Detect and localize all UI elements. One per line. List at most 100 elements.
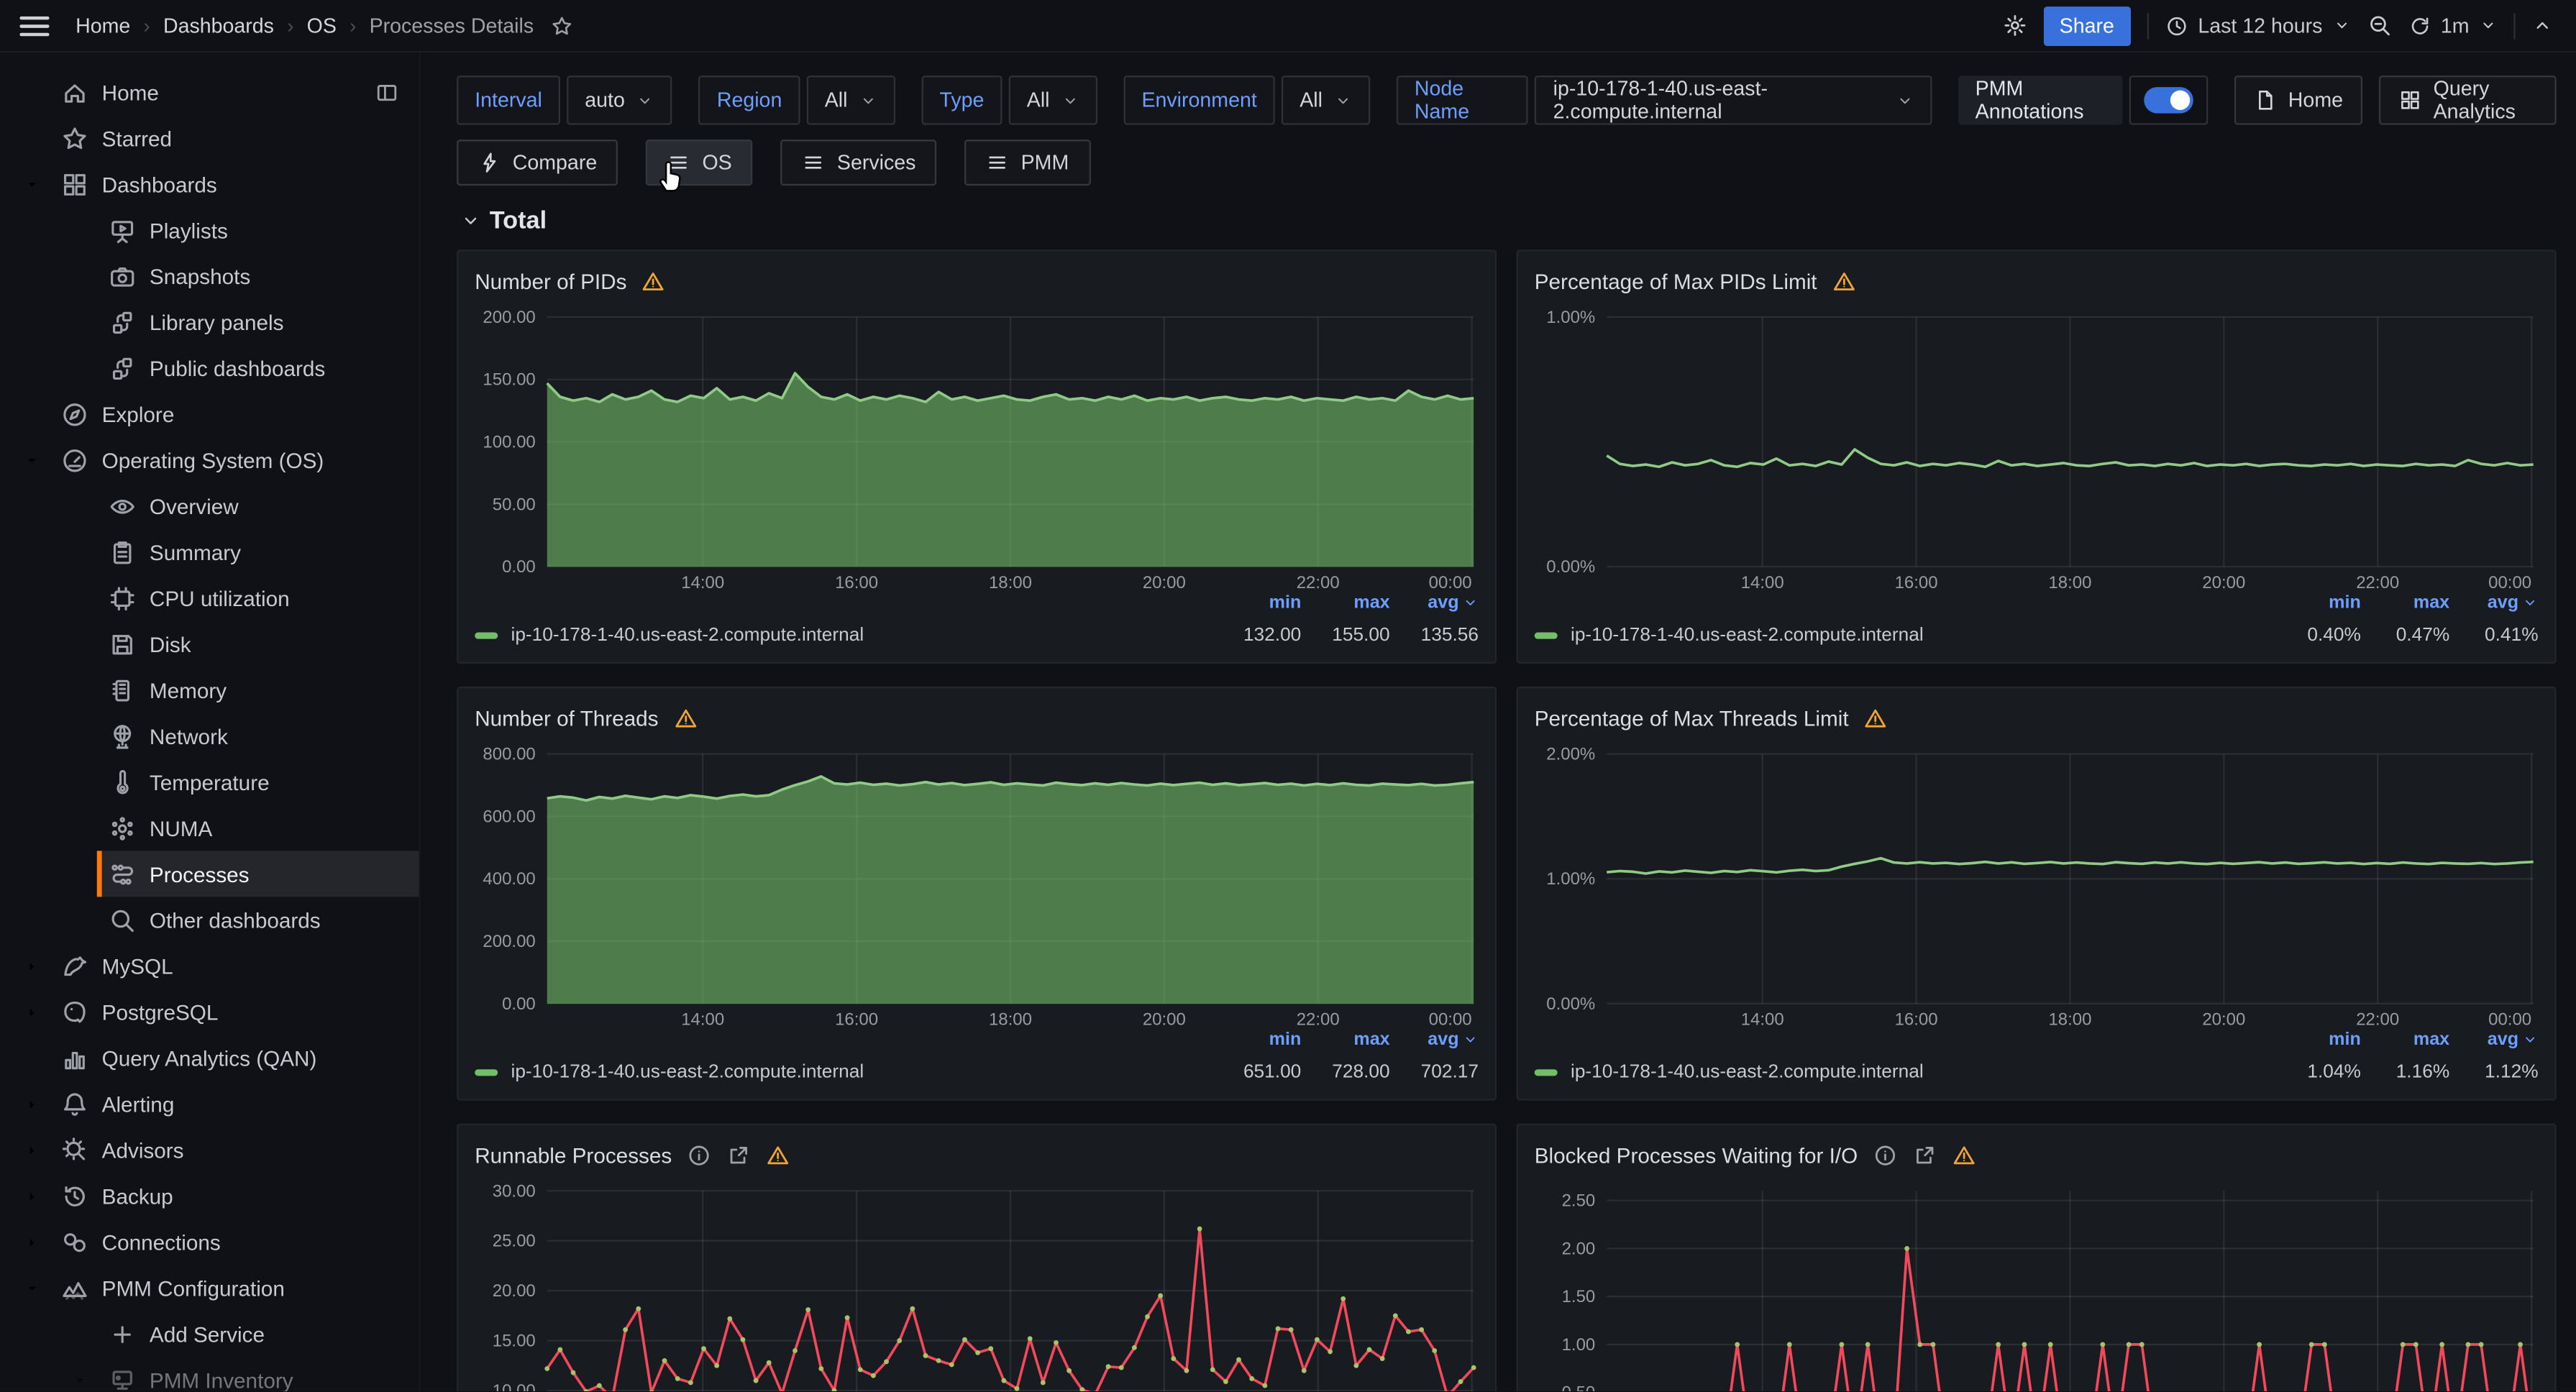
- chart-area[interactable]: 0.00 50.00 100.00 150.00 200.00 14:00 16:00 18:…: [472, 308, 1482, 605]
- sidebar-item-playlists[interactable]: Playlists: [0, 207, 419, 253]
- sidebar-item-library-panels[interactable]: Library panels: [0, 299, 419, 345]
- sidebar-item-temperature[interactable]: Temperature: [0, 759, 419, 805]
- sidebar-item-snapshots[interactable]: Snapshots: [0, 253, 419, 299]
- chevron-right-icon[interactable]: [13, 1003, 49, 1021]
- legend-sort-max[interactable]: max: [1353, 592, 1390, 613]
- chevron-right-icon[interactable]: [13, 1187, 49, 1205]
- query-analytics-button[interactable]: Query Analytics: [2379, 75, 2557, 125]
- sidebar-item-network[interactable]: Network: [0, 713, 419, 759]
- breadcrumb-item-processes-details[interactable]: Processes Details: [369, 14, 534, 37]
- legend-sort-avg[interactable]: avg: [1390, 593, 1479, 613]
- series-name[interactable]: ip-10-178-1-40.us-east-2.compute.interna…: [1570, 1063, 1924, 1083]
- dashboard-settings-gear-icon[interactable]: [2002, 13, 2027, 37]
- info-icon[interactable]: [1873, 1143, 1897, 1167]
- sidebar-item-pmm-inventory[interactable]: PMM Inventory: [0, 1357, 419, 1391]
- breadcrumb-item-home[interactable]: Home: [76, 14, 131, 37]
- series-name[interactable]: ip-10-178-1-40.us-east-2.compute.interna…: [511, 626, 864, 646]
- variable-label-region[interactable]: Region: [698, 75, 800, 125]
- series-name[interactable]: ip-10-178-1-40.us-east-2.compute.interna…: [511, 1063, 864, 1083]
- sidebar-item-disk[interactable]: Disk: [0, 621, 419, 667]
- chart-area[interactable]: 0.00 200.00 400.00 600.00 800.00 14:00 16:00 18…: [472, 745, 1482, 1043]
- home-link-button[interactable]: Home: [2234, 75, 2363, 125]
- variable-value-environment[interactable]: All: [1282, 75, 1371, 125]
- chevron-down-icon[interactable]: [13, 451, 49, 469]
- sidebar-item-public-dashboards[interactable]: Public dashboards: [0, 345, 419, 391]
- legend-sort-max[interactable]: max: [1353, 1030, 1390, 1050]
- sidebar-item-dashboards[interactable]: Dashboards: [0, 161, 419, 207]
- sidebar-item-connections[interactable]: Connections: [0, 1219, 419, 1265]
- chart-canvas-number-of-threads[interactable]: 0.00 200.00 400.00 600.00 800.00 14:00 16:00 18…: [472, 745, 1482, 1035]
- sidebar-item-other-dashboards[interactable]: Other dashboards: [0, 897, 419, 943]
- quick-link-pmm-button[interactable]: PMM: [964, 139, 1090, 186]
- chevron-down-icon[interactable]: [13, 1278, 49, 1296]
- variable-value-region[interactable]: All: [806, 75, 895, 125]
- legend-sort-min[interactable]: min: [2329, 592, 2361, 613]
- sidebar-item-operating-system-os[interactable]: Operating System (OS): [0, 437, 419, 483]
- chart-canvas-percentage-of-max-threads-limit[interactable]: 0.00% 1.00% 2.00% 14:00 16:00 18:00 20:00 22:00…: [1531, 745, 2541, 1035]
- breadcrumb-item-dashboards[interactable]: Dashboards: [163, 14, 274, 37]
- breadcrumb-item-os[interactable]: OS: [306, 14, 337, 37]
- sidebar-item-pmm-configuration[interactable]: PMM Configuration: [0, 1265, 419, 1311]
- time-range-picker[interactable]: Last 12 hours: [2165, 14, 2351, 37]
- sidebar-item-cpu-utilization[interactable]: CPU utilization: [0, 575, 419, 621]
- variable-value-node-name[interactable]: ip-10-178-1-40.us-east-2.compute.interna…: [1535, 75, 1933, 125]
- variable-label-node-name[interactable]: Node Name: [1396, 75, 1529, 125]
- series-name[interactable]: ip-10-178-1-40.us-east-2.compute.interna…: [1570, 626, 1924, 646]
- panel-collapse-icon[interactable]: [375, 80, 399, 104]
- warning-icon[interactable]: [641, 269, 666, 293]
- legend-sort-max[interactable]: max: [2413, 592, 2450, 613]
- legend-sort-max[interactable]: max: [2413, 1030, 2450, 1050]
- warning-icon[interactable]: [766, 1143, 790, 1167]
- chart-area[interactable]: 5.0010.0015.0020.0025.0030.0014:0016:001…: [472, 1181, 1482, 1391]
- variable-value-type[interactable]: All: [1008, 75, 1097, 125]
- chevron-down-icon[interactable]: [13, 175, 49, 193]
- sidebar-item-backup[interactable]: Backup: [0, 1173, 419, 1219]
- legend-sort-avg[interactable]: avg: [2449, 593, 2538, 613]
- chevron-right-icon[interactable]: [13, 1233, 49, 1251]
- sidebar-item-memory[interactable]: Memory: [0, 667, 419, 713]
- chevron-right-icon[interactable]: [13, 1141, 49, 1159]
- chevron-right-icon[interactable]: [13, 957, 49, 975]
- quick-link-compare-button[interactable]: Compare: [457, 139, 618, 186]
- panel-title[interactable]: Number of Threads: [475, 705, 659, 731]
- external-link-icon[interactable]: [1912, 1143, 1937, 1167]
- panel-title[interactable]: Blocked Processes Waiting for I/O: [1534, 1142, 1858, 1168]
- sidebar-item-summary[interactable]: Summary: [0, 529, 419, 575]
- panel-title[interactable]: Percentage of Max PIDs Limit: [1534, 268, 1817, 293]
- sidebar-item-overview[interactable]: Overview: [0, 483, 419, 529]
- external-link-icon[interactable]: [726, 1143, 751, 1167]
- sidebar-item-postgresql[interactable]: PostgreSQL: [0, 989, 419, 1035]
- warning-icon[interactable]: [673, 705, 698, 730]
- sidebar-item-mysql[interactable]: MySQL: [0, 943, 419, 989]
- quick-link-os-button[interactable]: OS: [646, 139, 754, 186]
- chart-canvas-blocked-processes-waiting-for-i-o[interactable]: 0.501.001.502.002.5014:0016:0018:0020:00…: [1531, 1183, 2541, 1391]
- collapse-up-icon[interactable]: [2531, 15, 2553, 37]
- variable-label-interval[interactable]: Interval: [457, 75, 561, 125]
- warning-icon[interactable]: [1951, 1143, 1976, 1167]
- sidebar-item-processes[interactable]: Processes: [0, 851, 419, 897]
- sidebar-item-alerting[interactable]: Alerting: [0, 1081, 419, 1127]
- sidebar-item-starred[interactable]: Starred: [0, 115, 419, 161]
- share-button[interactable]: Share: [2042, 5, 2131, 45]
- zoom-out-icon[interactable]: [2367, 13, 2391, 37]
- sidebar-item-add-service[interactable]: Add Service: [0, 1311, 419, 1357]
- chevron-down-icon[interactable]: [61, 1370, 97, 1388]
- section-header-total[interactable]: Total: [460, 207, 2557, 235]
- chart-area[interactable]: 0.00% 1.00% 14:00 16:00 18:00 20:00 22:00 00:00: [1531, 308, 2541, 605]
- chart-canvas-runnable-processes[interactable]: 5.0010.0015.0020.0025.0030.0014:0016:001…: [472, 1181, 1482, 1391]
- variable-label-environment[interactable]: Environment: [1123, 75, 1275, 125]
- sidebar-item-home[interactable]: Home: [0, 69, 419, 115]
- variable-value-interval[interactable]: auto: [567, 75, 673, 125]
- chevron-right-icon[interactable]: [13, 1095, 49, 1113]
- legend-sort-min[interactable]: min: [2329, 1030, 2361, 1050]
- chart-canvas-number-of-pids[interactable]: 0.00 50.00 100.00 150.00 200.00 14:00 16:00 18:…: [472, 308, 1482, 597]
- sidebar-item-query-analytics-qan[interactable]: Query Analytics (QAN): [0, 1035, 419, 1081]
- sidebar-item-explore[interactable]: Explore: [0, 391, 419, 437]
- pmm-annotations-toggle[interactable]: [2129, 75, 2208, 125]
- chart-canvas-percentage-of-max-pids-limit[interactable]: 0.00% 1.00% 14:00 16:00 18:00 20:00 22:00 00:00: [1531, 308, 2541, 597]
- warning-icon[interactable]: [1863, 705, 1888, 730]
- sidebar-item-advisors[interactable]: Advisors: [0, 1127, 419, 1173]
- chart-area[interactable]: 0.00% 1.00% 2.00% 14:00 16:00 18:00 20:00 22:00…: [1531, 745, 2541, 1043]
- legend-sort-avg[interactable]: avg: [1390, 1030, 1479, 1050]
- sidebar-item-numa[interactable]: NUMA: [0, 805, 419, 851]
